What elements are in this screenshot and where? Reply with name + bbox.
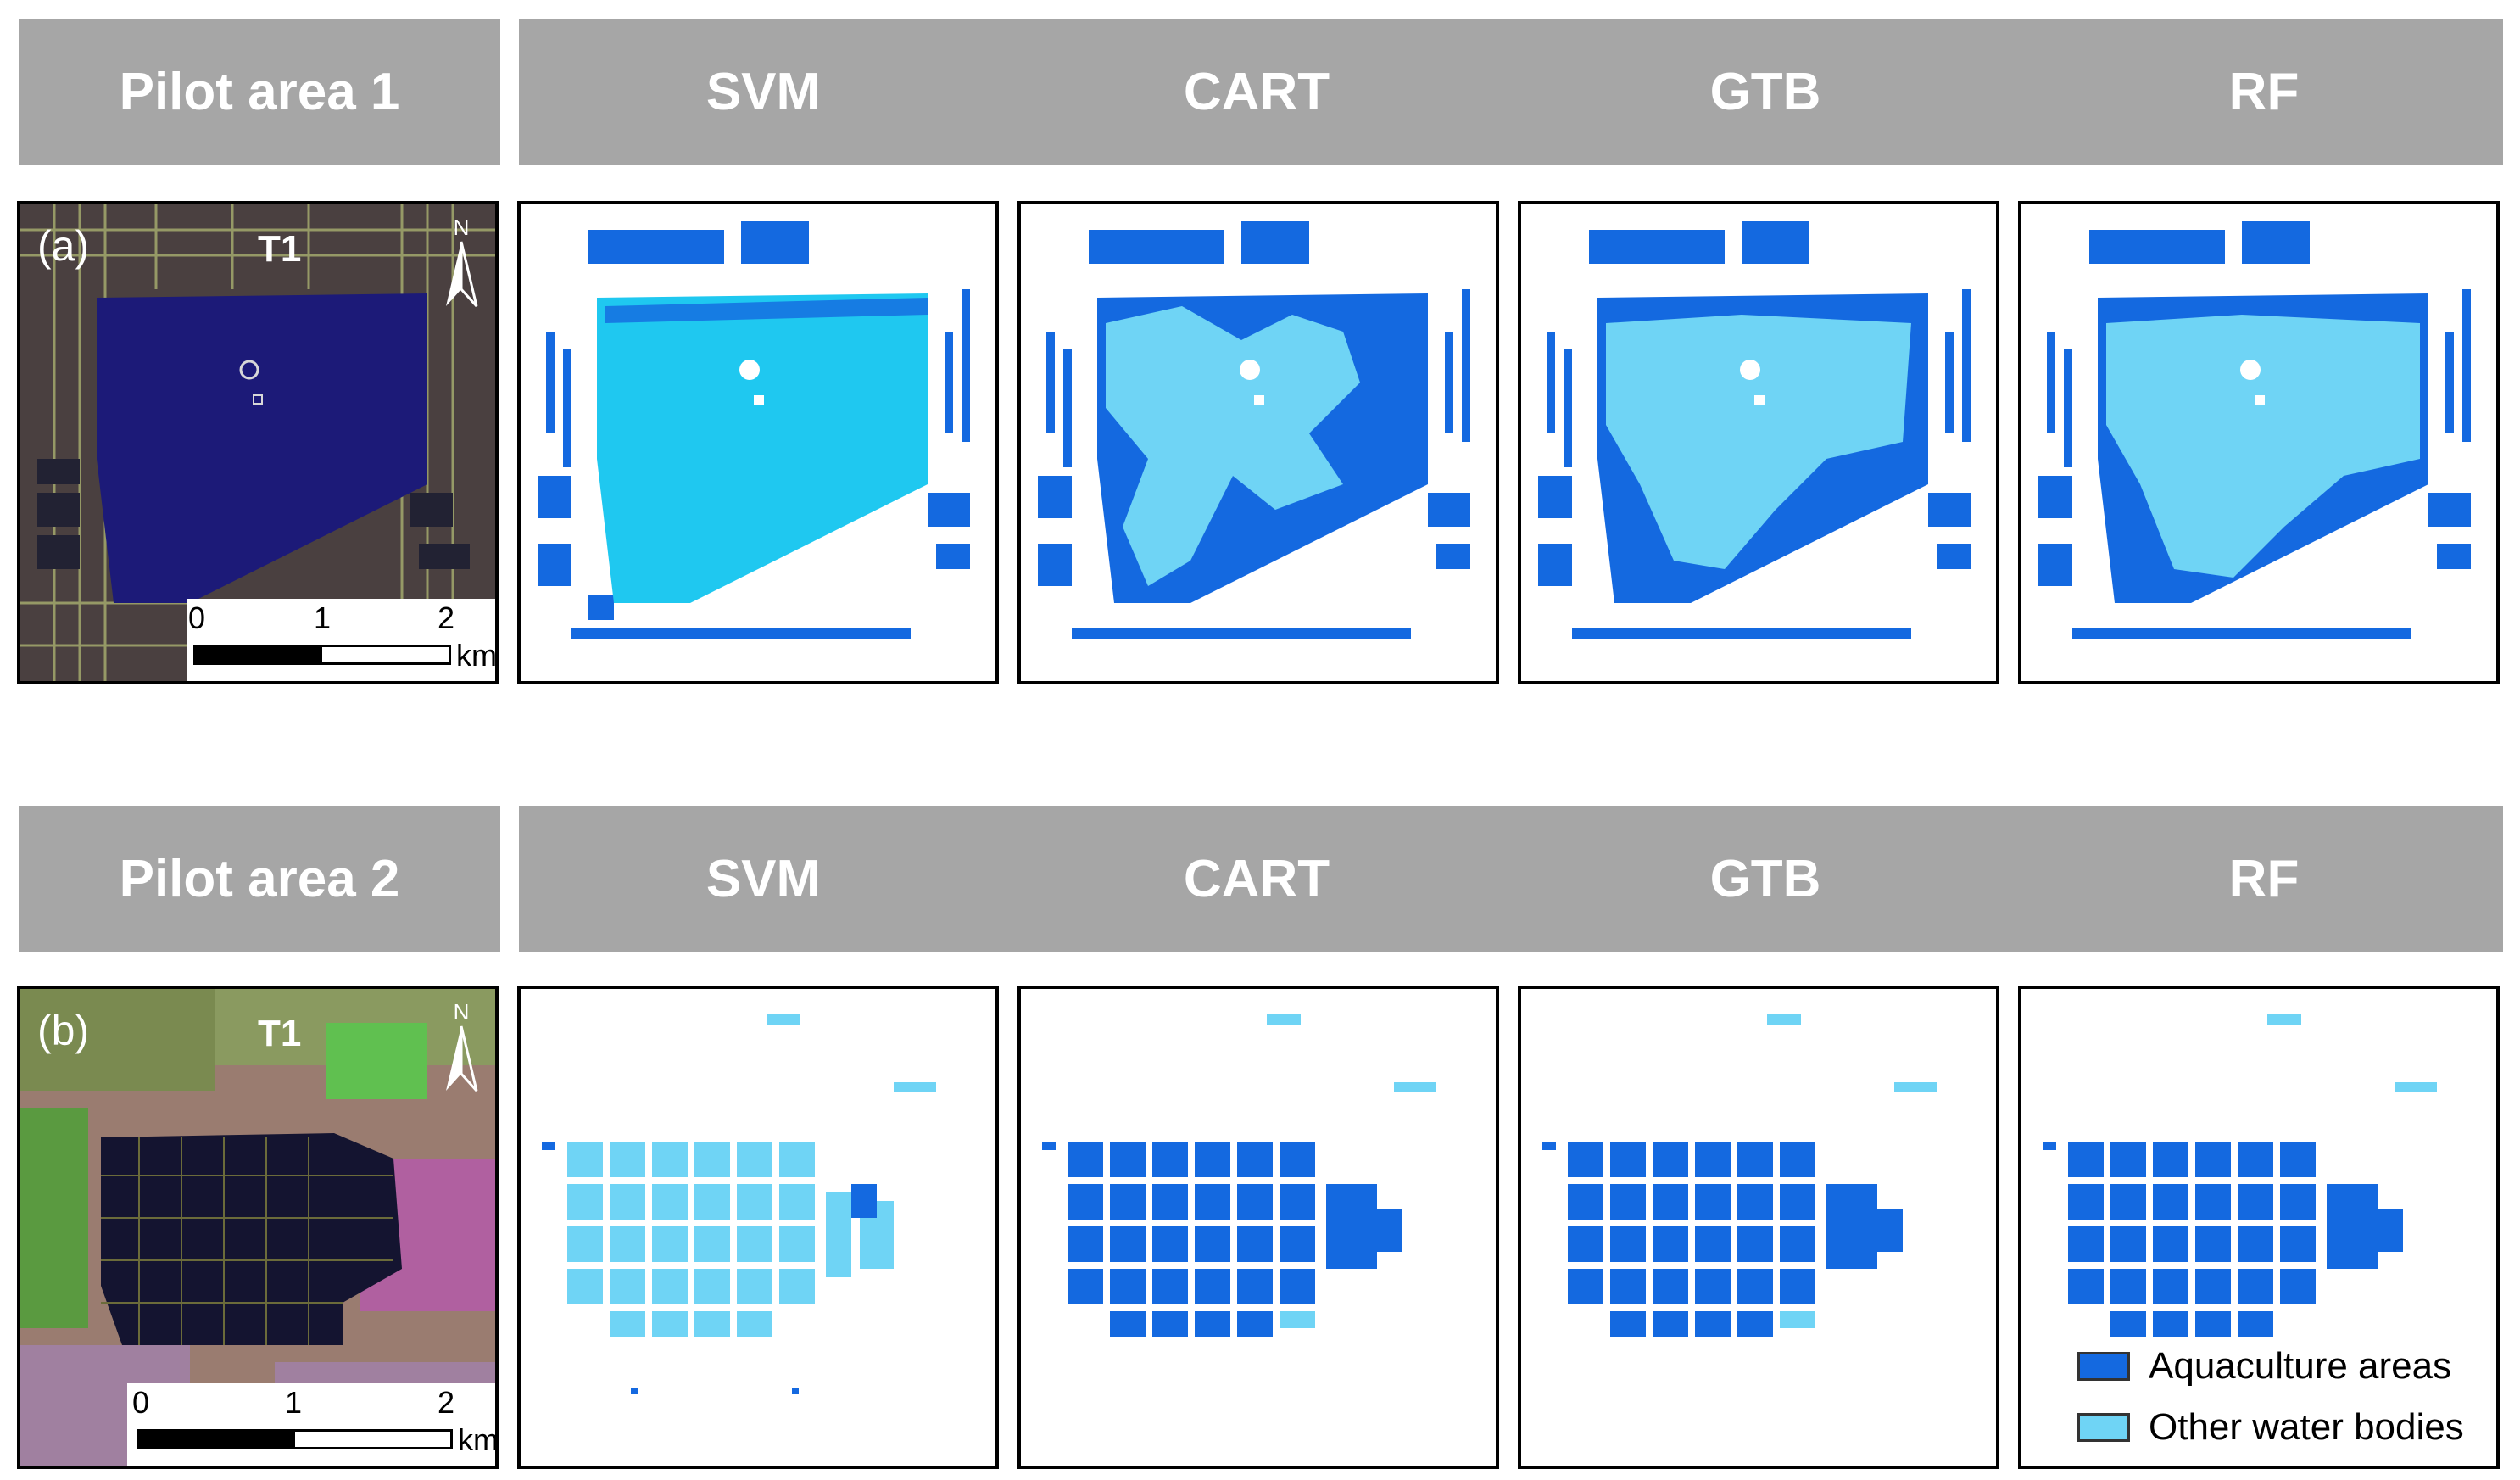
- pilot2-panel-label: (b): [37, 1007, 90, 1054]
- row1-pilot-header: Pilot area 1: [19, 19, 500, 165]
- pilot2-north-arrow: N: [436, 999, 487, 1092]
- pilot2-svm-svg: [542, 1014, 936, 1394]
- pilot2-site-label: T1: [258, 1013, 302, 1054]
- pilot2-gtb-svg: [1542, 1014, 1937, 1337]
- north-arrow-icon: [446, 1025, 478, 1092]
- pilot1-svm-svg: [538, 221, 970, 639]
- row2-pilot-header: Pilot area 2: [19, 806, 500, 952]
- legend-label-other-water: Other water bodies: [2149, 1406, 2464, 1448]
- method-svm-label: SVM: [705, 850, 821, 908]
- pilot2-cart-map: [1017, 986, 1499, 1469]
- pilot2-scale-bar: 0 1 2 km: [127, 1383, 499, 1466]
- pilot-area-2-label: Pilot area 2: [119, 850, 400, 908]
- legend-swatch-aquaculture: [2077, 1352, 2130, 1381]
- pilot1-rf-map: [2018, 201, 2500, 684]
- row1-method-header: SVM CART GTB RF: [519, 19, 2503, 165]
- pilot1-site-label: T1: [258, 228, 302, 270]
- pilot2-rf-svg: [2043, 1014, 2437, 1337]
- pilot1-rf-svg: [2038, 221, 2471, 639]
- scale-tick-0: 0: [131, 1385, 150, 1420]
- pilot1-scale-bar: 0 1 2 km: [187, 599, 497, 681]
- pilot1-north-arrow: N: [436, 215, 487, 308]
- legend-item-aquaculture: Aquaculture areas: [2077, 1345, 2451, 1388]
- method-cart-label: CART: [1183, 63, 1330, 121]
- method-svm-label: SVM: [705, 63, 821, 121]
- method-cart-label: CART: [1183, 850, 1330, 908]
- pilot1-gtb-svg: [1538, 221, 1971, 639]
- north-label: N: [453, 215, 470, 240]
- pilot2-cart-svg: [1042, 1014, 1436, 1337]
- scale-bar-frame: [137, 1429, 453, 1449]
- legend-item-other-water: Other water bodies: [2077, 1406, 2464, 1449]
- north-label: N: [453, 999, 470, 1025]
- pilot-area-1-label: Pilot area 1: [119, 63, 400, 121]
- legend-swatch-other-water: [2077, 1413, 2130, 1442]
- scale-unit: km: [456, 638, 497, 673]
- pilot1-cart-svg: [1038, 221, 1470, 639]
- pilot1-svm-map: [517, 201, 999, 684]
- scale-tick-1: 1: [313, 600, 332, 635]
- north-arrow-icon: [446, 241, 478, 308]
- row2-method-header: SVM CART GTB RF: [519, 806, 2503, 952]
- scale-tick-1: 1: [284, 1385, 303, 1420]
- method-rf-label: RF: [2228, 63, 2300, 121]
- scale-unit: km: [458, 1422, 499, 1457]
- scale-tick-2: 2: [437, 1385, 455, 1420]
- pilot2-rf-map: Aquaculture areas Other water bodies: [2018, 986, 2500, 1469]
- pilot2-gtb-map: [1518, 986, 1999, 1469]
- pilot2-satellite-image: (b) T1 N 0 1 2 km: [17, 986, 499, 1469]
- scale-tick-0: 0: [187, 600, 206, 635]
- pilot2-svm-map: [517, 986, 999, 1469]
- method-gtb-label: GTB: [1709, 63, 1821, 121]
- legend: Aquaculture areas Other water bodies: [2077, 1345, 2493, 1464]
- method-gtb-label: GTB: [1709, 850, 1821, 908]
- pilot1-satellite-image: (a) T1 N 0 1 2 km: [17, 201, 499, 684]
- pilot1-gtb-map: [1518, 201, 1999, 684]
- method-rf-label: RF: [2228, 850, 2300, 908]
- pilot1-cart-map: [1017, 201, 1499, 684]
- legend-label-aquaculture: Aquaculture areas: [2149, 1345, 2452, 1387]
- scale-bar-frame: [193, 645, 451, 665]
- pilot1-panel-label: (a): [37, 222, 90, 270]
- scale-tick-2: 2: [437, 600, 455, 635]
